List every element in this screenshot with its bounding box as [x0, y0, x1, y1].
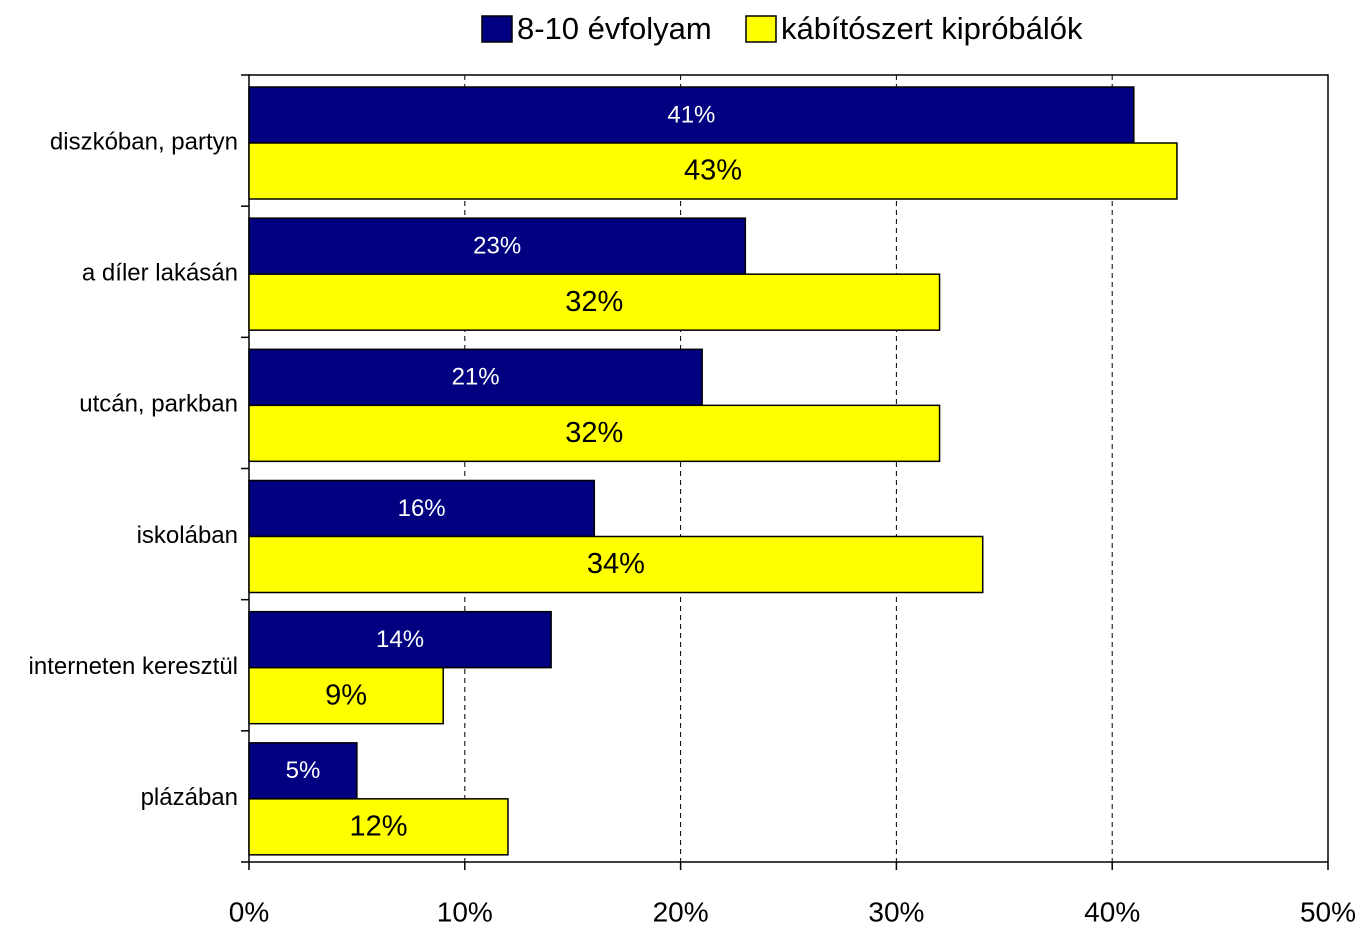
x-tick-label: 10%	[437, 896, 493, 925]
bar	[248, 798, 509, 856]
bar	[248, 666, 444, 725]
bar	[248, 348, 703, 407]
value-label: 41%	[667, 101, 715, 128]
x-tick-label: 0%	[229, 896, 269, 925]
bar	[248, 273, 941, 331]
bar	[248, 479, 596, 538]
bar	[248, 86, 1135, 144]
value-label: 5%	[286, 757, 321, 784]
x-tick-label: 40%	[1084, 896, 1140, 925]
value-label: 14%	[376, 626, 424, 653]
value-label: 23%	[473, 233, 521, 260]
y-tick-label: diszkóban, partyn	[50, 128, 238, 155]
value-label: 16%	[398, 495, 446, 522]
value-label: 32%	[565, 417, 623, 449]
y-tick-label: iskolában	[137, 522, 238, 549]
legend-swatch	[481, 15, 513, 43]
value-label: 9%	[325, 679, 367, 711]
value-label: 21%	[452, 364, 500, 391]
bar	[248, 610, 552, 669]
bar	[248, 742, 358, 800]
x-tick-label: 30%	[868, 896, 924, 925]
y-tick-label: utcán, parkban	[79, 391, 238, 418]
legend-label: 8-10 évfolyam	[517, 11, 712, 46]
x-tick-label: 20%	[653, 896, 709, 925]
y-tick-label: interneten keresztül	[29, 653, 238, 680]
bar	[248, 535, 984, 594]
value-label: 32%	[565, 286, 623, 318]
y-tick-label: a díler lakásán	[82, 260, 238, 287]
bar	[248, 404, 941, 463]
bar	[248, 217, 747, 275]
value-label: 12%	[349, 810, 407, 842]
value-label: 34%	[587, 548, 645, 580]
y-tick-label: plázában	[141, 784, 238, 811]
bar	[248, 142, 1178, 200]
x-tick-label: 50%	[1300, 896, 1356, 925]
legend-label: kábítószert kipróbálók	[781, 11, 1083, 46]
legend-swatch	[745, 15, 777, 43]
value-label: 43%	[684, 155, 742, 187]
